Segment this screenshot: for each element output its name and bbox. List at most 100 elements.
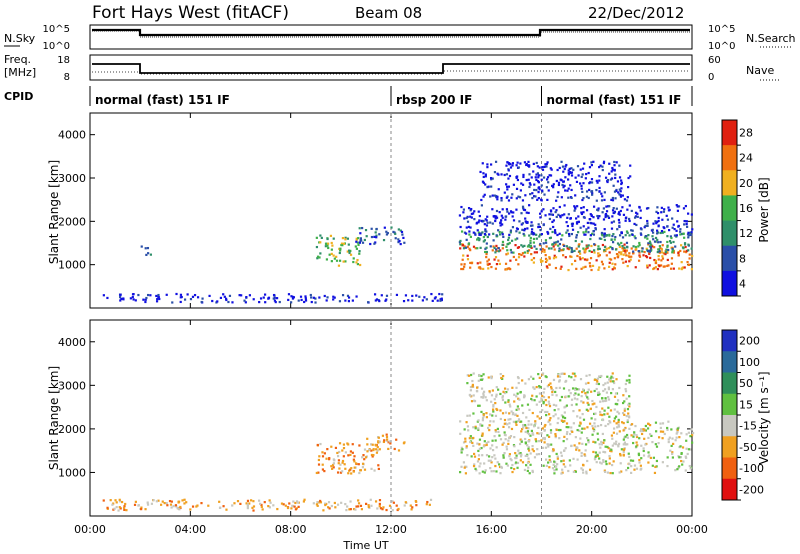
echo-cell — [560, 265, 563, 268]
echo-cell — [651, 440, 654, 444]
echo-cell — [601, 168, 604, 172]
echo-cell — [478, 214, 481, 218]
echo-cell — [466, 382, 469, 385]
echo-cell — [472, 444, 475, 447]
echo-cell — [472, 436, 475, 440]
echo-cell — [518, 398, 521, 401]
echo-cell — [498, 463, 501, 466]
echo-cell — [500, 219, 503, 222]
echo-cell — [485, 442, 488, 445]
echo-cell — [530, 423, 533, 426]
echo-cell — [562, 440, 565, 443]
echo-cell — [543, 438, 546, 441]
echo-cell — [132, 298, 135, 301]
echo-cell — [574, 194, 577, 197]
echo-cell — [667, 440, 670, 444]
echo-cell — [472, 426, 475, 429]
echo-cell — [655, 459, 659, 463]
echo-cell — [375, 448, 378, 451]
echo-cell — [628, 255, 631, 258]
echo-cell — [521, 222, 524, 225]
echo-cell — [358, 471, 361, 475]
echo-cell — [549, 174, 553, 177]
echo-cell — [510, 427, 514, 431]
echo-cell — [231, 504, 234, 507]
echo-cell — [601, 195, 604, 198]
echo-cell — [633, 433, 636, 436]
echo-cell — [687, 431, 691, 434]
echo-cell — [609, 421, 612, 424]
echo-cell — [537, 197, 540, 200]
echo-cell — [612, 460, 615, 463]
echo-cell — [172, 505, 175, 508]
echo-cell — [397, 507, 400, 511]
echo-cell — [604, 470, 607, 473]
echo-cell — [463, 231, 467, 234]
echo-cell — [459, 243, 462, 246]
echo-cell — [114, 499, 117, 502]
echo-cell — [295, 500, 299, 503]
echo-cell — [512, 420, 515, 423]
echo-cell — [460, 263, 463, 266]
echo-cell — [663, 265, 666, 268]
echo-cell — [507, 238, 510, 242]
echo-cell — [517, 256, 521, 259]
echo-cell — [600, 260, 604, 263]
echo-cell — [527, 427, 530, 430]
echo-cell — [334, 506, 337, 509]
echo-cell — [526, 403, 530, 406]
echo-cell — [596, 453, 599, 457]
echo-cell — [354, 508, 357, 511]
echo-cell — [385, 433, 388, 436]
echo-cell — [529, 242, 532, 245]
echo-cell — [319, 241, 322, 244]
echo-cell — [477, 231, 481, 234]
echo-cell — [507, 426, 511, 429]
echo-cell — [552, 225, 555, 229]
echo-cell — [616, 180, 620, 183]
echo-cell — [508, 174, 512, 178]
echo-cell — [543, 193, 546, 196]
echo-cell — [599, 446, 602, 449]
echo-cell — [333, 501, 336, 505]
echo-cell — [469, 226, 472, 229]
echo-cell — [588, 249, 591, 253]
echo-cell — [599, 423, 603, 427]
echo-cell — [222, 505, 225, 508]
echo-cell — [532, 377, 535, 380]
echo-cell — [482, 373, 485, 376]
echo-cell — [667, 264, 670, 267]
echo-cell — [607, 216, 611, 219]
echo-cell — [671, 451, 674, 454]
echo-cell — [594, 425, 597, 428]
echo-cell — [478, 219, 481, 222]
echo-cell — [466, 258, 470, 261]
echo-cell — [387, 447, 390, 451]
echo-cell — [613, 381, 616, 385]
echo-cell — [490, 394, 494, 397]
echo-cell — [512, 411, 515, 415]
echo-cell — [440, 297, 443, 300]
echo-cell — [574, 392, 577, 395]
echo-cell — [541, 260, 544, 263]
echo-cell — [469, 385, 473, 389]
echo-cell — [549, 416, 552, 420]
echo-cell — [685, 251, 688, 254]
echo-cell — [346, 505, 349, 508]
echo-cell — [555, 404, 558, 407]
echo-cell — [378, 502, 381, 506]
echo-cell — [649, 243, 653, 246]
echo-cell — [559, 451, 563, 454]
freq-unit-label: [MHz] — [4, 66, 36, 79]
echo-cell — [608, 462, 611, 465]
echo-cell — [538, 235, 541, 238]
echo-cell — [628, 378, 631, 382]
echo-cell — [601, 418, 605, 422]
echo-cell — [546, 385, 549, 388]
echo-cell — [607, 447, 610, 450]
echo-cell — [304, 295, 307, 298]
echo-cell — [492, 403, 495, 407]
colorbar-swatch — [722, 170, 737, 196]
echo-cell — [528, 185, 531, 189]
echo-cell — [606, 412, 609, 415]
